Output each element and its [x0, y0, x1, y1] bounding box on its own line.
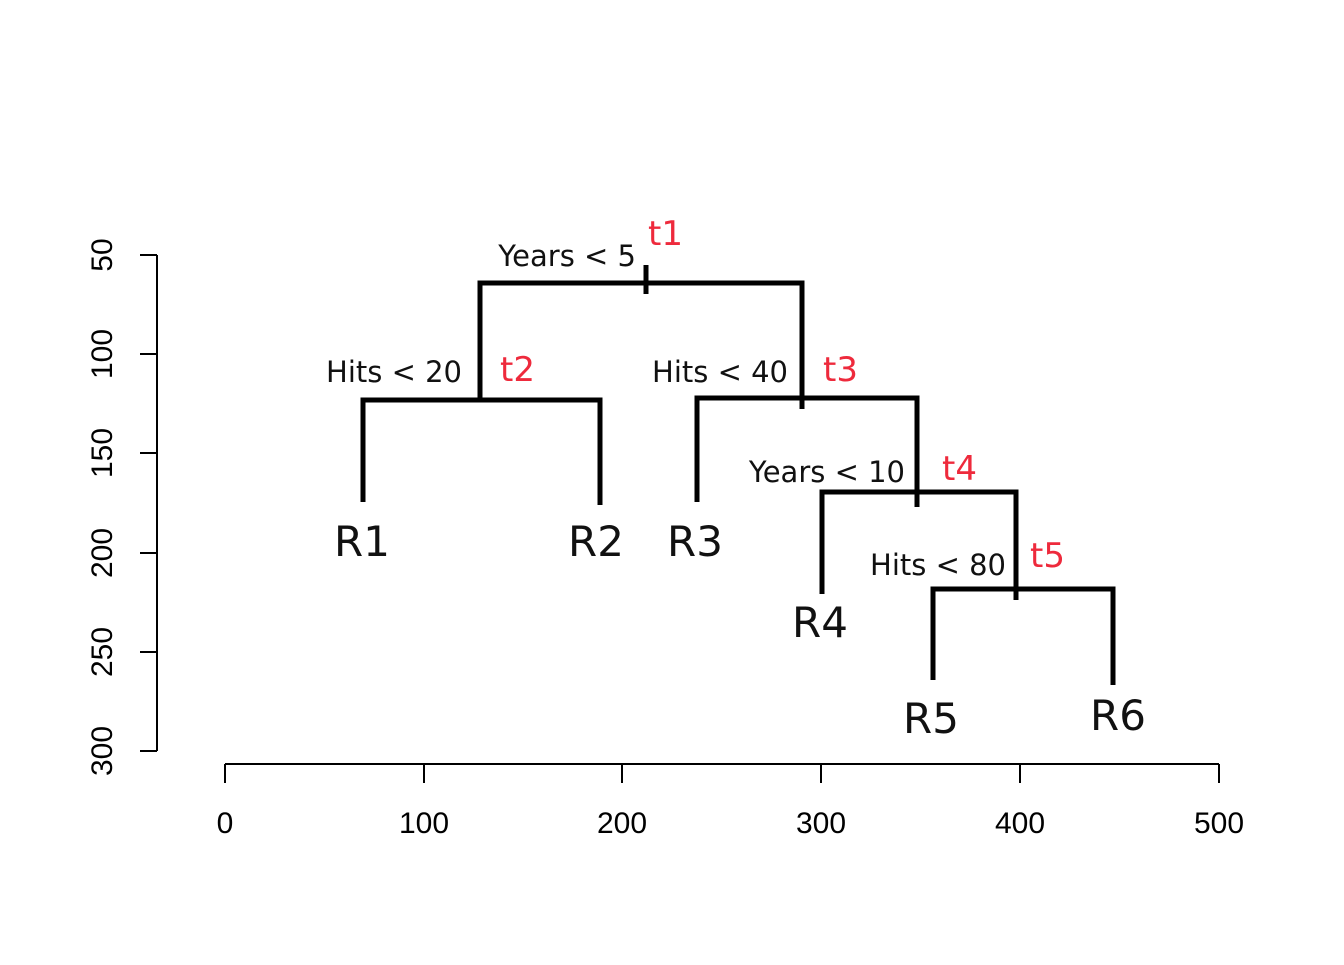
- x-tick-label: 0: [217, 807, 234, 840]
- split-node-t1: Years < 5 t1: [477, 214, 805, 409]
- split-branch-t5: [930, 586, 1116, 685]
- split-label-t2: t2: [500, 350, 535, 390]
- x-tick-label: 200: [597, 807, 647, 840]
- split-node-t3: Hits < 40 t3: [652, 350, 920, 507]
- split-label-t3: t3: [823, 350, 858, 390]
- x-tick-label: 100: [399, 807, 449, 840]
- split-branch-t4: [819, 489, 1019, 600]
- leaf-r6: R6: [1090, 691, 1146, 740]
- split-condition-t2: Hits < 20: [326, 355, 462, 389]
- x-tick-label: 300: [796, 807, 846, 840]
- y-tick-label: 100: [86, 329, 119, 379]
- leaf-r4: R4: [792, 598, 848, 647]
- split-label-t4: t4: [942, 449, 977, 489]
- y-tick-label: 50: [86, 238, 119, 271]
- y-tick-label: 300: [86, 726, 119, 776]
- split-branch-t1: [477, 280, 805, 409]
- leaf-r2: R2: [568, 517, 624, 566]
- split-node-t4: Years < 10 t4: [748, 449, 1019, 600]
- leaf-r3: R3: [667, 517, 723, 566]
- split-condition-t1: Years < 5: [497, 239, 636, 273]
- x-tick-label: 500: [1194, 807, 1244, 840]
- y-tick-label: 150: [86, 428, 119, 478]
- leaf-r5: R5: [903, 694, 959, 743]
- split-node-t5: Hits < 80 t5: [870, 536, 1116, 685]
- y-tick-label: 200: [86, 528, 119, 578]
- split-condition-t5: Hits < 80: [870, 548, 1006, 582]
- split-condition-t4: Years < 10: [748, 455, 905, 489]
- split-branch-t3: [694, 395, 920, 507]
- split-label-t5: t5: [1030, 536, 1065, 576]
- x-axis: 0 100 200 300 400 500: [217, 763, 1244, 840]
- split-branch-t2: [360, 397, 603, 505]
- y-axis: 50 100 150 200 250 300: [86, 238, 158, 776]
- x-tick-label: 400: [995, 807, 1045, 840]
- split-label-t1: t1: [648, 214, 683, 254]
- split-condition-t3: Hits < 40: [652, 355, 788, 389]
- split-node-t2: Hits < 20 t2: [326, 350, 603, 505]
- leaves: R1 R2 R3 R4 R5 R6: [334, 517, 1146, 743]
- leaf-r1: R1: [334, 517, 390, 566]
- y-tick-label: 250: [86, 627, 119, 677]
